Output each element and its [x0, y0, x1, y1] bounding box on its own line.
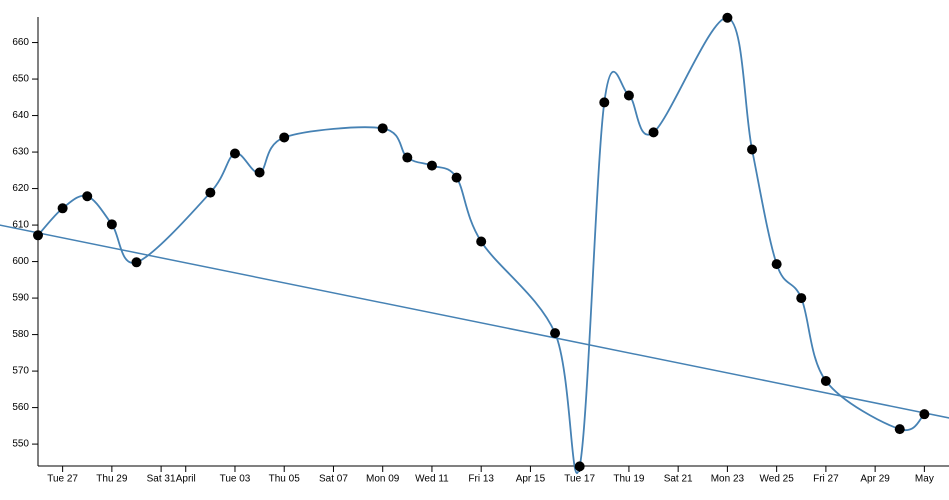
- data-point: [623, 90, 634, 101]
- x-tick-label: Mon 23: [711, 474, 745, 485]
- y-tick-label: 620: [12, 183, 29, 194]
- data-point: [229, 148, 240, 159]
- x-tick-label: Apr 29: [860, 474, 890, 485]
- x-tick-label: Fri 13: [468, 474, 494, 485]
- x-tick-label: Mon 09: [366, 474, 400, 485]
- y-tick-label: 660: [12, 37, 29, 48]
- data-point: [771, 259, 782, 270]
- data-point: [57, 203, 68, 214]
- x-tick-label: Tue 27: [47, 474, 78, 485]
- y-tick-label: 600: [12, 256, 29, 267]
- data-point: [131, 257, 142, 268]
- trend-line: [0, 224, 949, 419]
- data-point: [106, 219, 117, 230]
- x-tick-label: Wed 25: [760, 474, 795, 485]
- data-point: [919, 409, 930, 420]
- x-tick-label: Fri 27: [813, 474, 839, 485]
- data-point: [33, 230, 43, 241]
- data-point: [476, 236, 487, 247]
- y-tick-label: 630: [12, 147, 29, 158]
- y-tick-label: 650: [12, 74, 29, 85]
- x-tick-label: Tue 03: [220, 474, 251, 485]
- data-point: [796, 293, 807, 304]
- y-tick-label: 550: [12, 439, 29, 450]
- x-tick-label: Wed 11: [415, 474, 449, 485]
- x-tick-label: Thu 29: [96, 474, 128, 485]
- data-point: [82, 191, 93, 202]
- x-tick-label: Sat 21: [664, 474, 693, 485]
- x-tick-label: Sat 31: [147, 474, 176, 485]
- y-tick-label: 590: [12, 293, 29, 304]
- x-tick-label: April: [176, 474, 196, 485]
- data-point: [648, 127, 659, 138]
- data-point: [279, 132, 290, 143]
- data-point: [402, 152, 413, 163]
- data-point: [747, 144, 758, 155]
- x-tick-label: Apr 15: [516, 474, 546, 485]
- data-point: [377, 123, 388, 134]
- data-point: [451, 172, 462, 183]
- x-tick-label: Sat 07: [319, 474, 348, 485]
- x-tick-label: Thu 19: [613, 474, 645, 485]
- data-point: [254, 167, 265, 178]
- data-point: [426, 160, 437, 171]
- x-tick-label: May: [915, 474, 934, 485]
- data-point: [599, 97, 610, 108]
- y-tick-label: 610: [12, 220, 29, 231]
- data-point: [574, 461, 585, 472]
- y-tick-label: 640: [12, 110, 29, 121]
- data-point: [820, 375, 831, 386]
- y-tick-label: 580: [12, 329, 29, 340]
- x-tick-label: Tue 17: [564, 474, 595, 485]
- data-point: [205, 187, 216, 198]
- data-point: [550, 328, 561, 339]
- data-point: [722, 12, 733, 23]
- y-tick-label: 570: [12, 366, 29, 377]
- y-tick-label: 560: [12, 402, 29, 413]
- data-point: [894, 424, 905, 435]
- x-tick-label: Thu 05: [269, 474, 301, 485]
